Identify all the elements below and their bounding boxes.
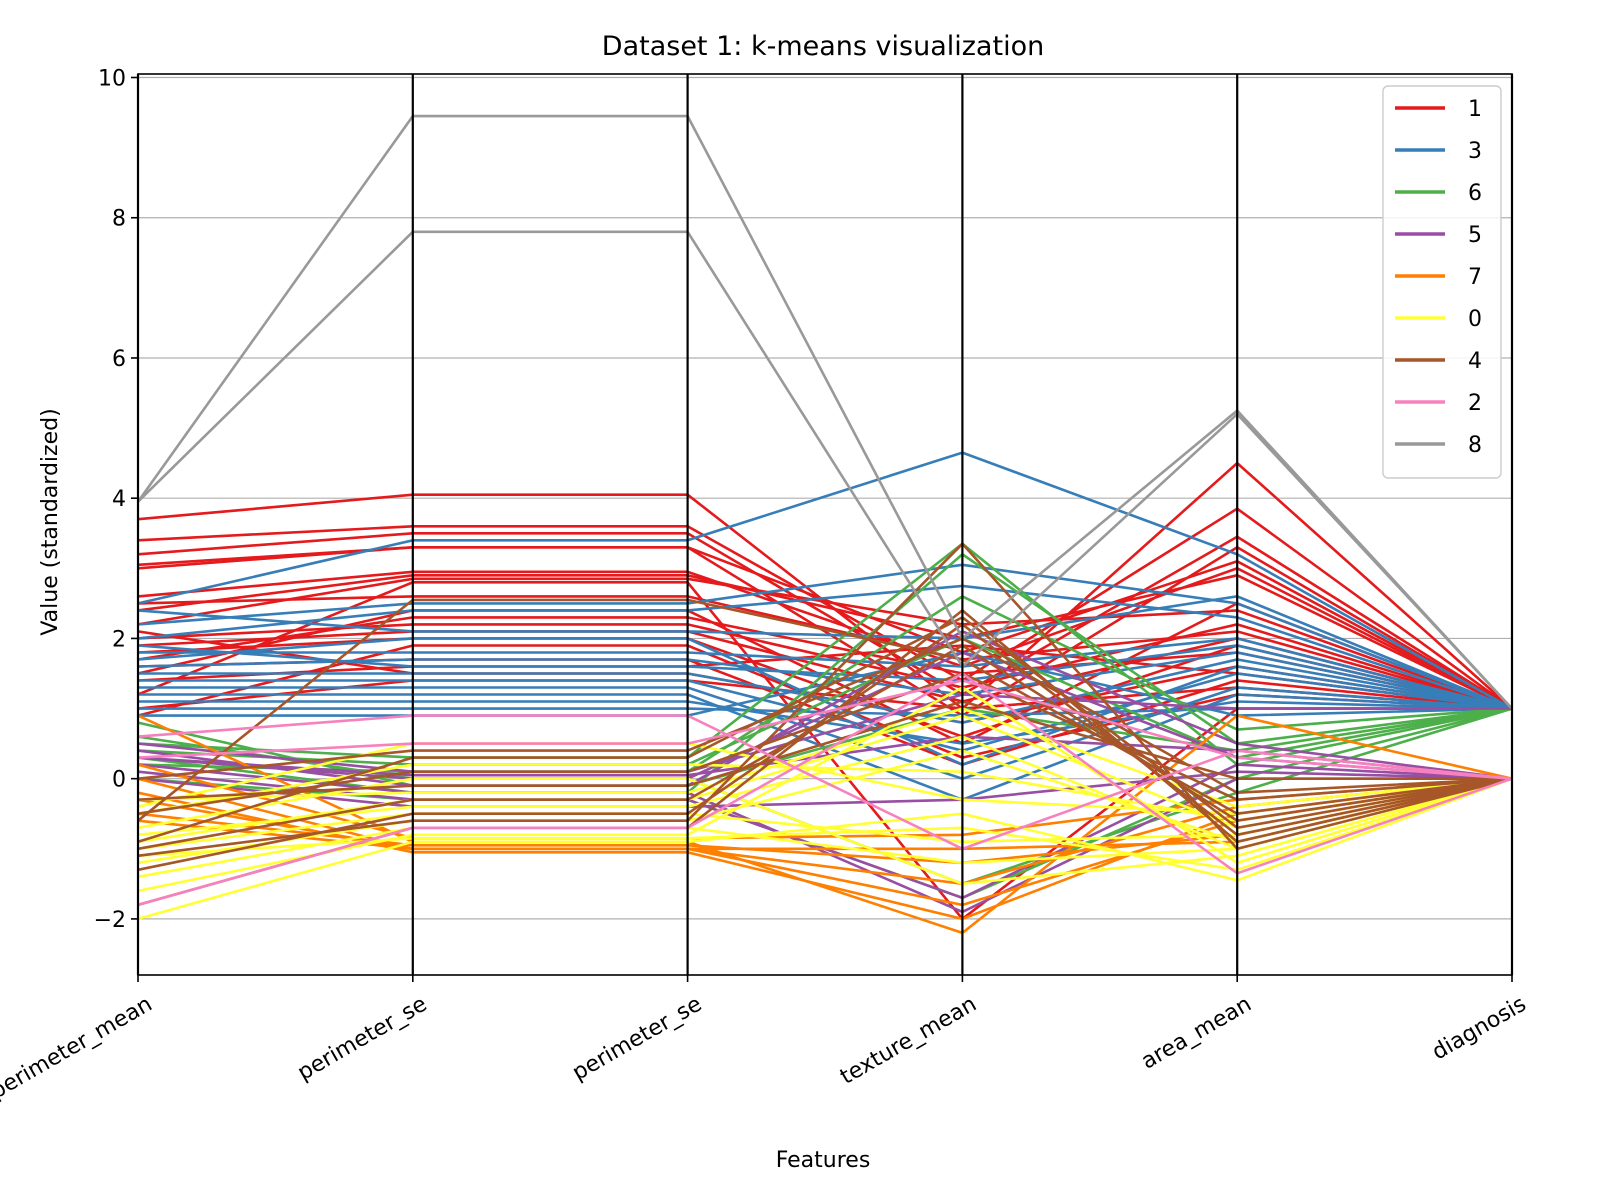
y-tick-label: 8 — [112, 207, 126, 232]
x-axis-title: Features — [776, 1148, 871, 1173]
cluster-3-line — [137, 563, 1513, 710]
cluster-1-line — [137, 573, 1513, 710]
cluster-2-line — [137, 714, 1513, 851]
lines-layer — [136, 114, 1513, 935]
legend: 1 3 6 5 7 0 4 2 8 — [1382, 85, 1502, 479]
cluster-5-line — [137, 693, 1512, 774]
chart-title: Dataset 1: k-means visualization — [602, 31, 1044, 62]
cluster-5-line — [137, 770, 1513, 809]
legend-label: 3 — [1468, 139, 1482, 164]
axes-layer — [136, 73, 1514, 976]
cluster-3-line — [137, 451, 1513, 710]
legend-label: 8 — [1468, 433, 1482, 458]
cluster-1-line — [137, 566, 1513, 710]
y-tick-label: 0 — [112, 768, 126, 793]
legend-label: 4 — [1468, 349, 1482, 374]
cluster-1-line — [137, 577, 1513, 710]
cluster-0-line — [137, 685, 1513, 893]
cluster-1-line — [137, 595, 1513, 710]
cluster-4-line — [137, 598, 1513, 822]
cluster-3-line — [138, 658, 1513, 724]
cluster-3-line — [137, 595, 1513, 710]
cluster-8-line — [137, 230, 1513, 710]
legend-label: 0 — [1468, 307, 1482, 332]
cluster-1-line — [137, 531, 1513, 710]
cluster-8-line — [136, 114, 1513, 710]
y-tick-label: 4 — [112, 487, 126, 512]
legend-label: 1 — [1468, 97, 1482, 122]
legend-label: 5 — [1468, 223, 1482, 248]
cluster-4-line — [137, 615, 1513, 844]
y-tick-label: −2 — [94, 908, 126, 933]
cluster-2-line — [137, 671, 1513, 907]
legend-label: 2 — [1468, 391, 1482, 416]
cluster-4-line — [137, 672, 1513, 815]
cluster-4-line — [137, 541, 1513, 858]
cluster-1-line — [137, 507, 1513, 710]
cluster-4-line — [137, 700, 1512, 801]
cluster-4-line — [137, 622, 1513, 872]
y-axis-title: Value (standardized) — [38, 408, 63, 635]
legend-label: 6 — [1468, 181, 1482, 206]
legend-label: 7 — [1468, 265, 1482, 290]
cluster-3-line — [138, 637, 1513, 710]
cluster-3-line — [137, 651, 1513, 710]
y-tick-label: 10 — [98, 67, 126, 92]
legend-frame — [1382, 85, 1502, 479]
cluster-4-line — [137, 636, 1513, 795]
y-tick-label: 2 — [112, 627, 126, 652]
y-tick-label: 6 — [112, 347, 126, 372]
cluster-3-line — [137, 584, 1513, 710]
cluster-2-line — [137, 679, 1513, 780]
